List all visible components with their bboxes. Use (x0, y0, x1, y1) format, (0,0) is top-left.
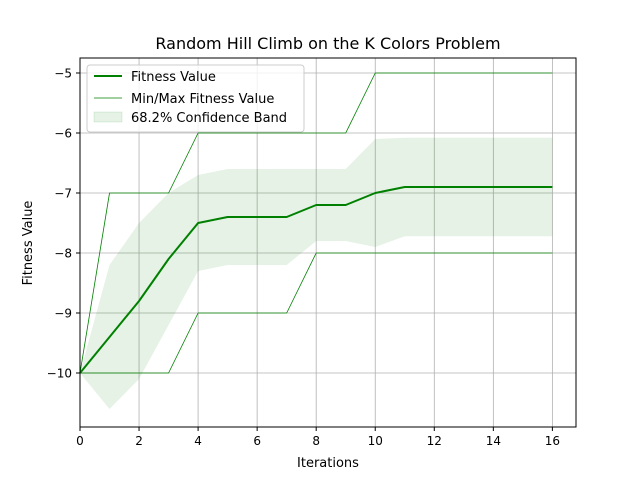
legend-box (86, 64, 305, 133)
x-tick-label: 8 (312, 434, 320, 448)
x-tick-label: 12 (427, 434, 442, 448)
y-tick-label: −8 (54, 247, 72, 261)
x-axis-ticks: 0 2 4 6 8 10 12 14 16 (76, 427, 560, 448)
y-tick-label: −6 (54, 127, 72, 141)
x-tick-label: 0 (76, 434, 84, 448)
x-tick-label: 10 (368, 434, 383, 448)
legend: Fitness Value Min/Max Fitness Value 68.2… (86, 64, 305, 133)
legend-swatch-band (93, 111, 123, 123)
min-fitness-line (80, 252, 553, 374)
chart-title: Random Hill Climb on the K Colors Proble… (155, 34, 500, 53)
x-tick-label: 14 (486, 434, 501, 448)
mean-fitness-line (79, 186, 553, 374)
plot-frame (79, 57, 577, 428)
legend-label-minmax: Min/Max Fitness Value (131, 92, 274, 107)
y-tick-label: −5 (54, 67, 72, 81)
y-axis-label: Fitness Value (21, 201, 36, 286)
y-axis-ticks: −10 −9 −8 −7 −6 −5 (47, 67, 80, 381)
max-fitness-line (79, 72, 553, 374)
x-axis-label: Iterations (297, 456, 359, 471)
x-tick-label: 6 (253, 434, 261, 448)
x-tick-label: 16 (545, 434, 560, 448)
legend-label-fitness: Fitness Value (131, 70, 216, 85)
y-tick-label: −9 (54, 307, 72, 321)
legend-label-band: 68.2% Confidence Band (131, 111, 287, 126)
confidence-band (80, 137, 553, 410)
y-tick-label: −10 (47, 367, 72, 381)
x-tick-label: 4 (194, 434, 202, 448)
x-tick-label: 2 (135, 434, 143, 448)
y-tick-label: −7 (54, 187, 72, 201)
